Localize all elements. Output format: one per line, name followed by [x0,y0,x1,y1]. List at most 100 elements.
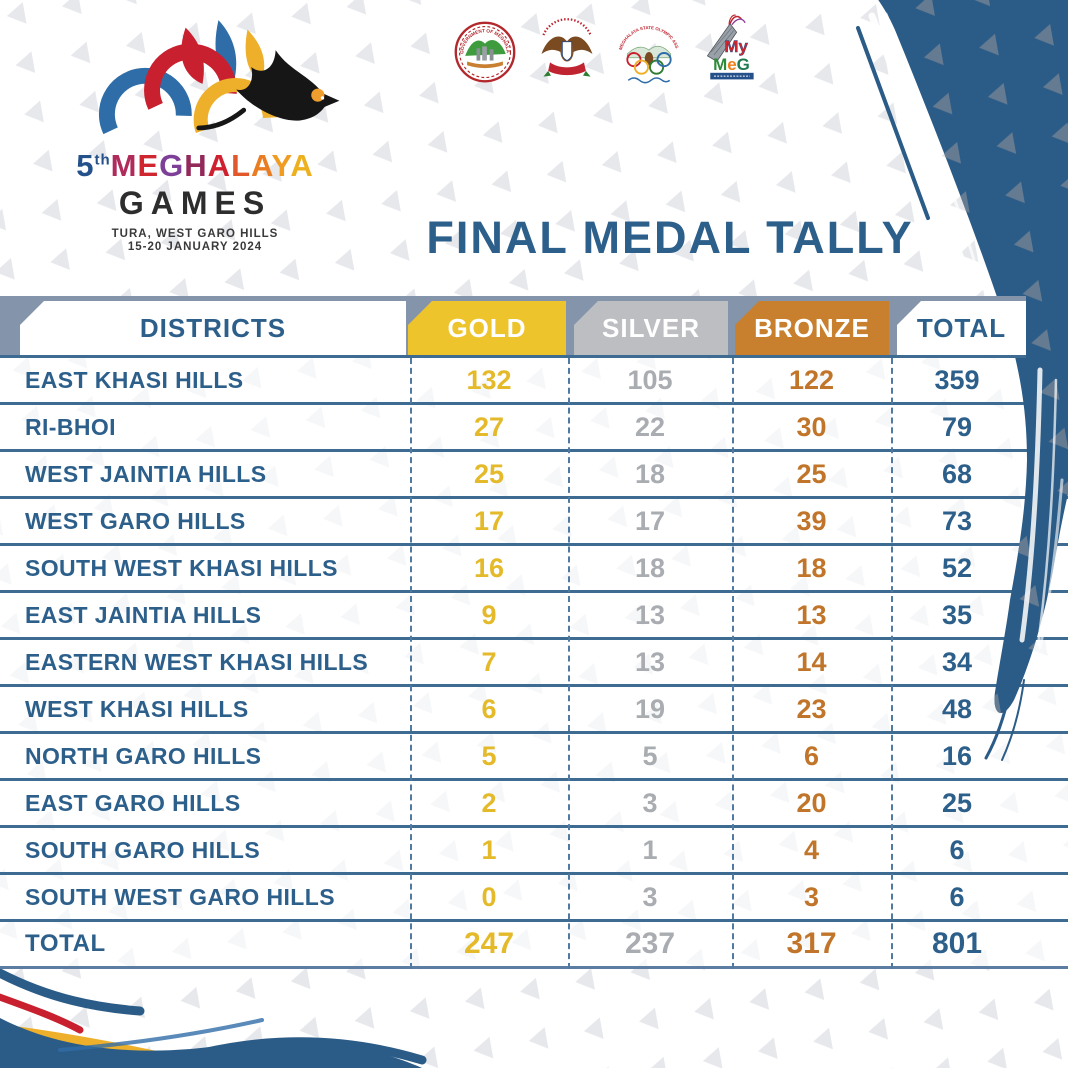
table-row: EAST GARO HILLS 2 3 20 25 [0,781,1068,828]
table-header: DISTRICTS GOLD SILVER BRONZE TOTAL [0,296,1026,358]
event-name-letter: H [184,148,208,183]
total-count: 52 [941,553,973,583]
table-row: WEST GARO HILLS 17 17 39 73 [0,499,1068,546]
silver-count: 105 [627,365,673,395]
svg-text:MEGHALAYA STATE OLYMPIC ASSOCI: MEGHALAYA STATE OLYMPIC ASSOCIATION [616,10,680,51]
bronze-count: 23 [796,694,827,724]
column-header-bronze: BRONZE [735,301,889,355]
government-of-meghalaya-seal-logo: GOVERNMENT OF MEGHALAYA [452,10,516,83]
column-divider [891,358,893,969]
gold-count: 1 [481,835,497,865]
total-count: 68 [941,459,973,489]
edition-suffix: th [94,151,111,169]
silver-count: 22 [634,412,666,442]
total-count: 48 [941,694,973,724]
column-header-silver: SILVER [574,301,728,355]
logo-title: 5thMEGHALAYA [30,150,360,181]
bronze-count: 317 [786,927,837,960]
silver-count: 19 [634,694,666,724]
table-row: SOUTH GARO HILLS 1 1 4 6 [0,828,1068,875]
total-count: 34 [941,647,973,677]
event-name-letter: A [207,148,232,183]
bronze-count: 30 [796,412,827,442]
bronze-count: 20 [796,788,827,818]
silver-count: 17 [634,506,666,536]
district-name: EAST KHASI HILLS [25,367,244,393]
column-header-gold: GOLD [408,301,566,355]
gold-count: 5 [481,741,497,771]
venue-line: TURA, WEST GARO HILLS [111,228,279,240]
gold-count: 132 [466,365,512,395]
bottom-left-brush-strokes [0,968,427,1068]
event-name-letter: E [137,148,160,183]
total-count: 79 [941,412,973,442]
total-count: 25 [941,788,973,818]
svg-text:My: My [724,37,748,56]
gold-count: 17 [473,506,505,536]
total-count: 6 [949,882,965,912]
bronze-count: 14 [796,647,827,677]
total-count: 6 [949,835,965,865]
table-row: TOTAL 247 237 317 801 [0,922,1068,969]
event-name: MEGHALAYA [111,148,314,183]
table-row: WEST JAINTIA HILLS 25 18 25 68 [0,452,1068,499]
table-row: EAST JAINTIA HILLS 9 13 13 35 [0,593,1068,640]
event-name-letter: A [290,148,314,183]
gold-count: 0 [481,882,497,912]
event-name-letter: Y [271,148,291,183]
column-divider [732,358,734,969]
silver-count: 3 [642,788,658,818]
silver-count: 3 [642,882,658,912]
gold-count: 16 [473,553,505,583]
gold-count: 25 [473,459,505,489]
gold-count: 247 [463,927,515,960]
clouds-and-hornbill-icon [98,20,340,135]
event-name-letter: A [251,148,272,183]
page-title: FINAL MEDAL TALLY [426,212,914,263]
bronze-count: 3 [803,882,820,912]
gold-count: 6 [481,694,497,724]
bronze-count: 4 [803,835,820,865]
gold-count: 7 [481,647,497,677]
gold-count: 27 [473,412,505,442]
table-row: RI-BHOI 27 22 30 79 [0,405,1068,452]
edition-number: 5 [76,148,95,183]
table-row: SOUTH WEST KHASI HILLS 16 18 18 52 [0,546,1068,593]
silver-count: 1 [642,835,658,865]
table-row: EASTERN WEST KHASI HILLS 7 13 14 34 [0,640,1068,687]
table-row: NORTH GARO HILLS 5 5 6 16 [0,734,1068,781]
district-name: WEST KHASI HILLS [25,696,249,722]
meghalaya-games-logo: 5thMEGHALAYA GAMES TURA, WEST GARO HILLS… [30,14,360,253]
table-row: WEST KHASI HILLS 6 19 23 48 [0,687,1068,734]
district-name: SOUTH WEST KHASI HILLS [25,555,338,581]
directorate-of-sports-crest-logo [541,18,593,77]
event-name-letter: M [110,148,138,183]
svg-text:MeG: MeG [713,55,750,74]
mymeg-logo: My MeG [706,14,754,80]
district-name: WEST JAINTIA HILLS [25,461,267,487]
meghalaya-state-olympic-association-logo: MEGHALAYA STATE OLYMPIC ASSOCIATION [616,10,680,84]
district-name: TOTAL [25,930,106,957]
silver-count: 18 [634,459,666,489]
column-header-total: TOTAL [897,301,1026,355]
total-count: 73 [941,506,973,536]
bronze-count: 39 [796,506,827,536]
bronze-count: 122 [788,365,835,395]
column-divider [568,358,570,969]
gold-count: 9 [481,600,497,630]
bronze-count: 6 [803,741,820,771]
total-count: 359 [934,365,980,395]
event-name-letter: G [159,148,185,183]
medal-table-body: EAST KHASI HILLS 132 105 122 359 RI-BHOI… [0,358,1068,969]
silver-count: 18 [634,553,666,583]
bronze-count: 18 [796,553,827,583]
total-count: 16 [941,741,973,771]
column-header-districts: DISTRICTS [20,301,406,355]
partner-logos: GOVERNMENT OF MEGHALAYA MEGHALAYA STATE … [452,10,764,96]
silver-count: 237 [624,927,676,960]
bronze-count: 25 [796,459,827,489]
gold-count: 2 [481,788,497,818]
district-name: EASTERN WEST KHASI HILLS [25,649,369,675]
column-divider [410,358,412,969]
